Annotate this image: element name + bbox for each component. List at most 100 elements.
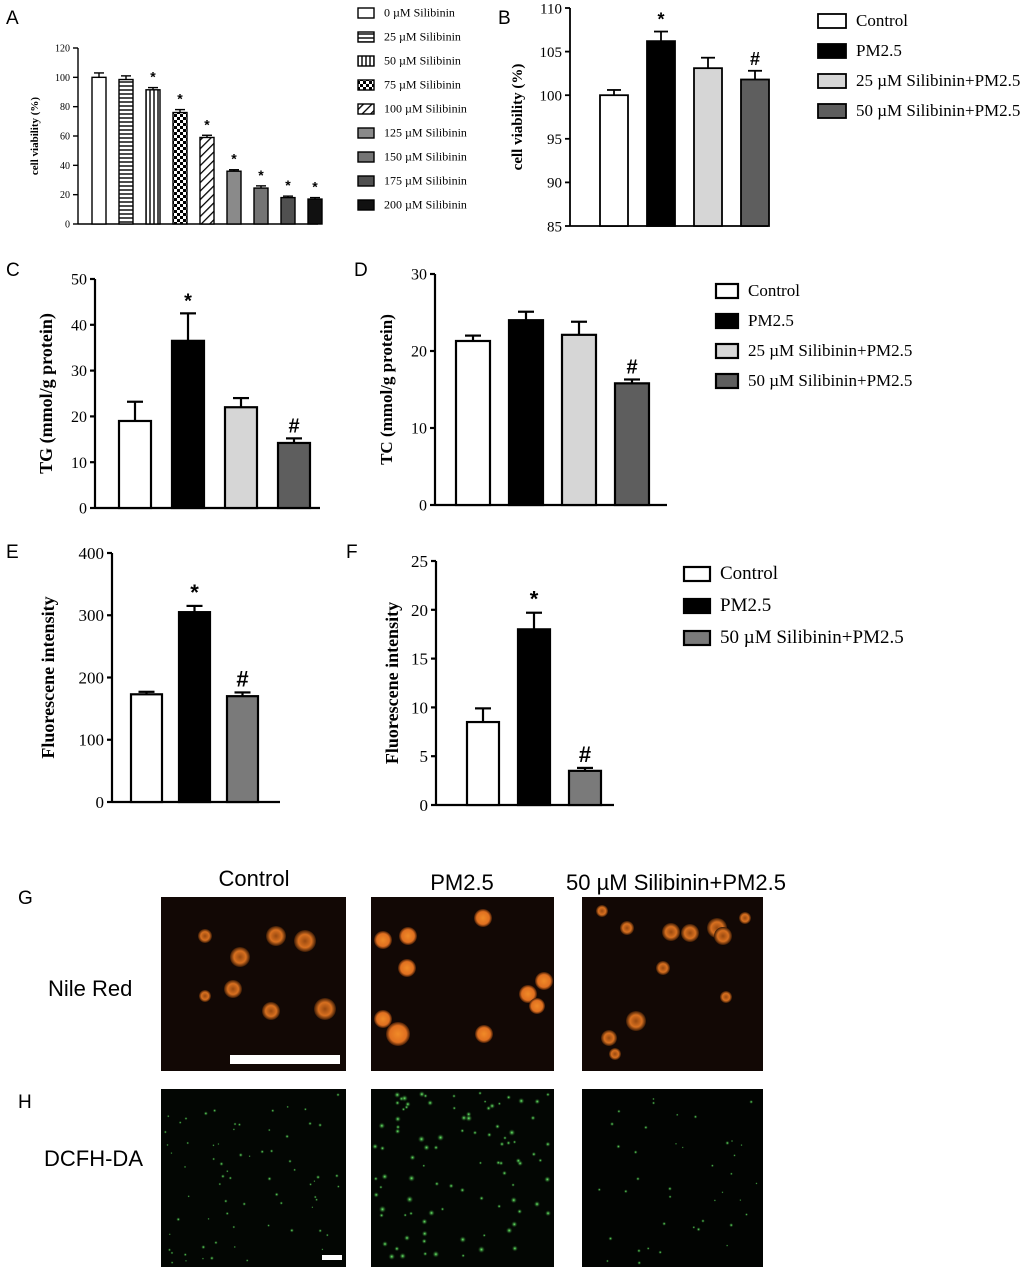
fluorescent-dot (409, 1154, 416, 1161)
fluorescent-dot (232, 1225, 236, 1229)
fluorescent-dot (381, 1173, 389, 1180)
panel-label-f: F (346, 542, 358, 563)
fluorescent-dot (482, 1233, 487, 1238)
legend-label: 75 µM Silibinin (384, 78, 461, 92)
bar-7 (253, 187, 269, 225)
significance-mark: * (177, 91, 183, 107)
chart-panel-f: 0 5 10 15 20 25 Fluorescene intensity * # Control… (382, 552, 904, 815)
fluorescent-dot (217, 1142, 220, 1146)
fluorescent-dot (512, 1140, 517, 1144)
fluorescent-dot (511, 1220, 518, 1228)
fluorescent-dot (637, 1260, 642, 1265)
significance-mark: # (579, 742, 591, 767)
fluorescent-dot (422, 1251, 428, 1257)
legend-swatch (817, 103, 847, 119)
significance-mark: # (236, 666, 248, 691)
fluorescent-dot (516, 1208, 523, 1215)
legend-swatch (357, 31, 375, 43)
fluorescent-dot (478, 1091, 483, 1096)
legend-label: 50 µM Silibinin+PM2.5 (748, 371, 912, 390)
stained-cell (535, 972, 553, 990)
bar-3 (693, 67, 723, 227)
legend-swatch (682, 597, 712, 615)
fluorescent-dot (749, 1099, 754, 1104)
fluorescent-dot (531, 1151, 537, 1157)
stained-cell (374, 1010, 392, 1028)
fluorescent-dot (379, 1212, 385, 1218)
fluorescent-dot (508, 1129, 516, 1137)
stained-cell (519, 985, 537, 1003)
significance-mark: # (288, 415, 299, 437)
legend-label: 175 µM Silibinin (384, 174, 467, 188)
fluorescent-dot (203, 1111, 209, 1116)
fluorescent-dot (336, 1092, 340, 1097)
fluorescent-dot (401, 1107, 406, 1112)
fluorescent-dot (207, 1217, 210, 1221)
y-tick-label: 30 (411, 267, 427, 284)
bar-3 (225, 695, 260, 804)
fluorescent-dot (267, 1176, 272, 1182)
fluorescent-dot (166, 1143, 169, 1147)
bar-2 (646, 40, 676, 227)
stained-cell (374, 931, 392, 949)
fluorescent-dot (533, 1200, 541, 1208)
fluorescent-dot (167, 1248, 172, 1252)
stained-cell (398, 959, 416, 977)
significance-mark: # (750, 49, 760, 69)
fluorescent-dot (219, 1161, 224, 1167)
fluorescent-dot (448, 1183, 454, 1189)
fluorescent-dot (209, 1255, 215, 1261)
fluorescent-dot (646, 1246, 650, 1251)
fluorescent-dot (170, 1261, 174, 1265)
bar-2 (118, 78, 134, 225)
fluorescent-dot (168, 1233, 171, 1236)
fluorescent-dot (170, 1151, 173, 1155)
fluorescent-dot (710, 1164, 715, 1168)
legend-swatch (357, 175, 375, 187)
bar-8 (280, 196, 296, 225)
legend-label: 50 µM Silibinin (384, 54, 461, 68)
fluorescent-dot (713, 1199, 717, 1202)
chart-panel-d: 0 10 20 30 TC (mmol/g protein) # Control PM2.5 2… (377, 267, 912, 515)
fluorescent-dot (693, 1114, 698, 1119)
legend-swatch (357, 55, 375, 67)
fluorescent-dot (486, 1132, 492, 1138)
fluorescent-dot (315, 1174, 321, 1180)
fluorescent-dot (511, 1245, 519, 1252)
fluorescent-dot (675, 1113, 679, 1117)
y-tick-label: 120 (55, 44, 70, 55)
bar-3 (223, 406, 259, 510)
legend-swatch (714, 372, 740, 390)
stained-cell (474, 909, 492, 927)
stained-cell (262, 1002, 280, 1020)
bar-4 (740, 78, 770, 227)
column-title-pm25: PM2.5 (430, 870, 494, 895)
y-tick-label: 0 (79, 501, 87, 518)
fluorescent-dot (325, 1233, 329, 1237)
fluorescent-dot (220, 1174, 226, 1179)
significance-mark: * (231, 151, 237, 167)
fluorescent-dot (605, 1259, 609, 1263)
fluorescent-dot (228, 1176, 233, 1180)
fluorescent-dot (408, 1211, 414, 1216)
y-tick-label: 20 (411, 344, 427, 361)
row-title-nile-red: Nile Red (48, 976, 132, 1001)
fluorescent-dot (461, 1253, 466, 1258)
fluorescent-dot (432, 1250, 440, 1258)
fluorescent-dot (201, 1244, 206, 1250)
y-tick-label: 90 (547, 176, 562, 192)
fluorescent-dot (314, 1198, 319, 1202)
dcfh-da-row (161, 1089, 763, 1267)
bar-4 (276, 441, 312, 510)
fluorescent-dot (725, 1140, 730, 1146)
fluorescent-dot (436, 1133, 445, 1142)
bar-2 (507, 319, 545, 507)
y-tick-label: 15 (411, 650, 428, 669)
column-title-silibinin: 50 µM Silibinin+PM2.5 (566, 870, 786, 895)
legend-label: PM2.5 (748, 311, 794, 330)
legend-label: 100 µM Silibinin (384, 102, 467, 116)
fluorescent-dot (434, 1181, 440, 1187)
y-tick-label: 105 (540, 45, 563, 61)
y-axis-label: Fluorescene intensity (382, 602, 402, 764)
